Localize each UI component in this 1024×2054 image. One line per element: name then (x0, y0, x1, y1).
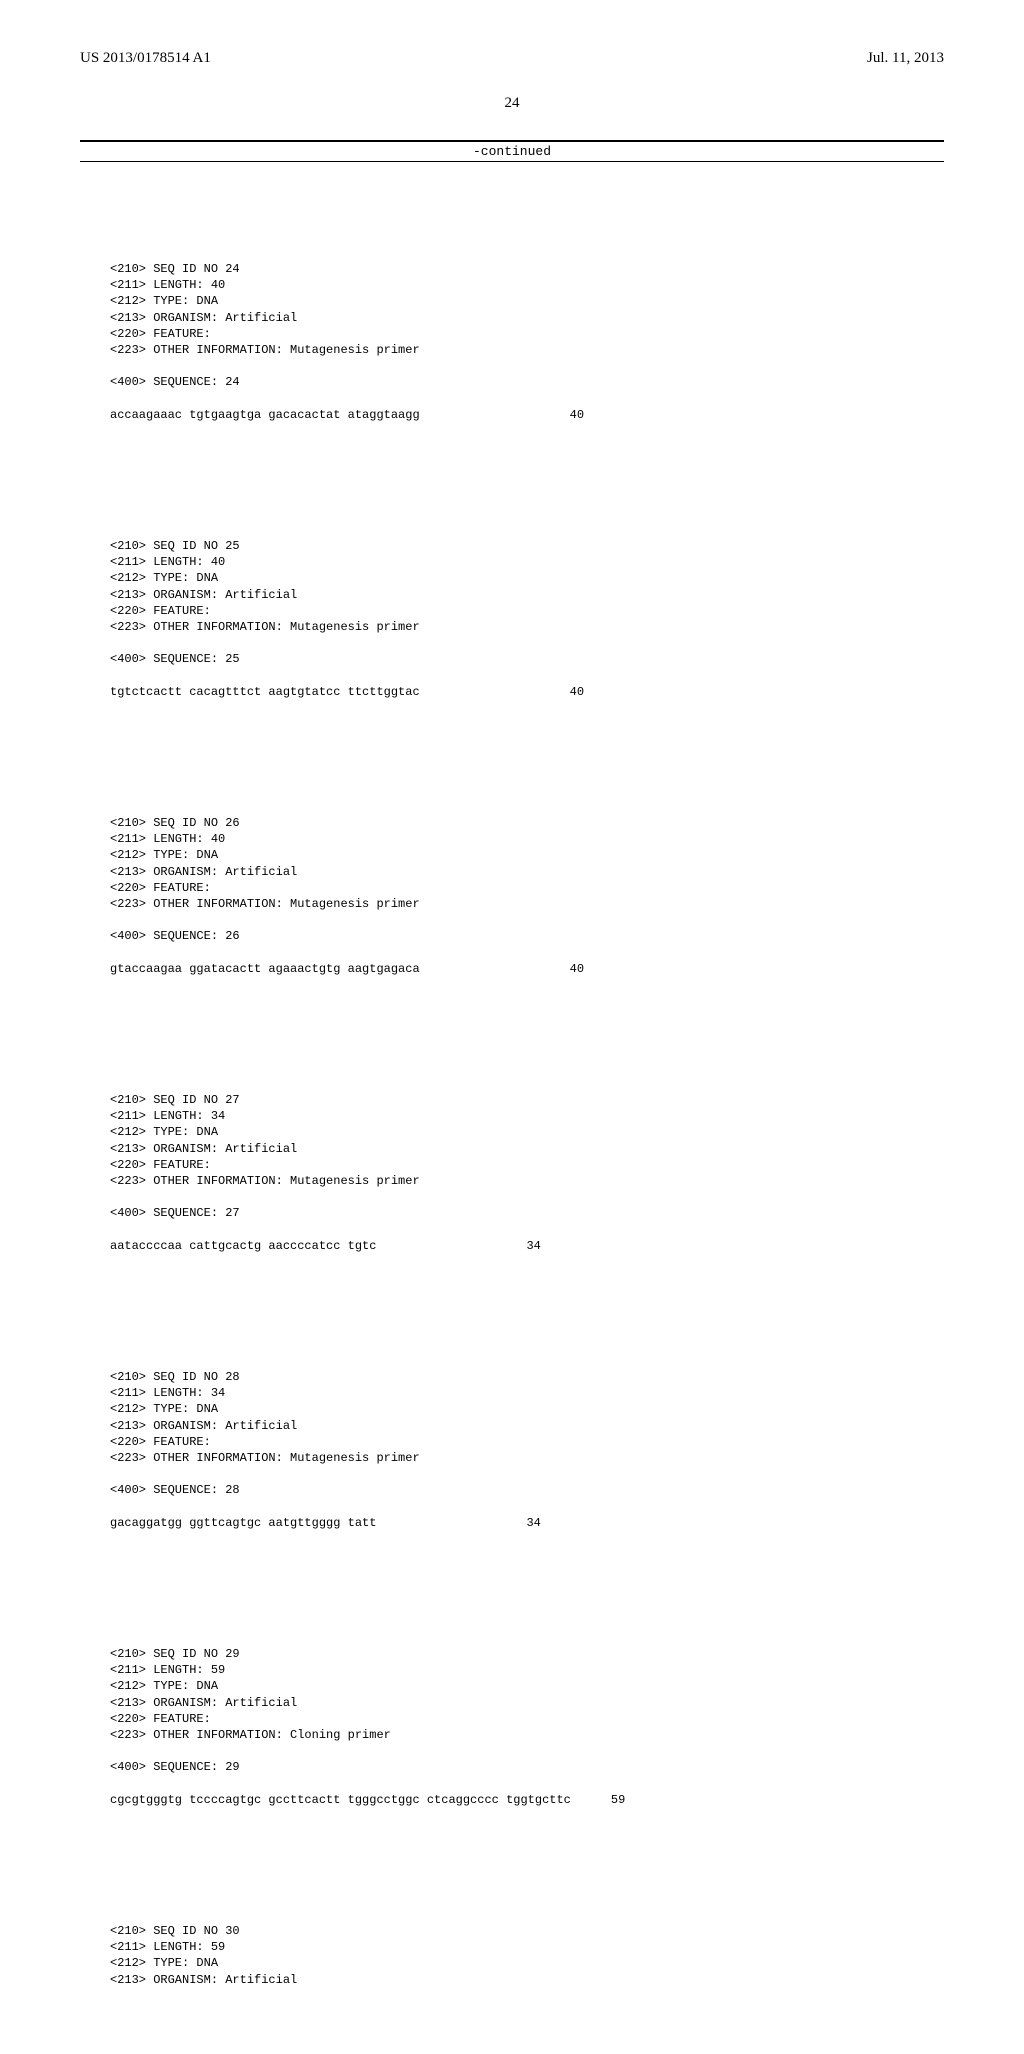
seq-meta-line: <220> FEATURE: (110, 604, 211, 618)
seq-meta-line: <223> OTHER INFORMATION: Mutagenesis pri… (110, 897, 420, 911)
seq-meta-line: <212> TYPE: DNA (110, 848, 218, 862)
sequence-length: 34 (376, 1238, 540, 1254)
sequence-length: 40 (420, 684, 584, 700)
sequence-text: aataccccaa cattgcactg aaccccatcc tgtc (110, 1238, 376, 1254)
sequence-length: 34 (376, 1515, 540, 1531)
seq-meta-line: <211> LENGTH: 40 (110, 278, 225, 292)
sequence-length: 40 (420, 961, 584, 977)
seq-meta-line: <213> ORGANISM: Artificial (110, 1142, 297, 1156)
seq-meta-line: <220> FEATURE: (110, 1435, 211, 1449)
seq-meta-line: <210> SEQ ID NO 30 (110, 1924, 240, 1938)
seq-meta-line: <220> FEATURE: (110, 327, 211, 341)
seq-meta-line: <213> ORGANISM: Artificial (110, 1696, 297, 1710)
seq-meta-line: <210> SEQ ID NO 26 (110, 816, 240, 830)
sequence-text: tgtctcactt cacagtttct aagtgtatcc ttcttgg… (110, 684, 420, 700)
seq-meta-line: <213> ORGANISM: Artificial (110, 1973, 297, 1987)
seq-meta-line: <212> TYPE: DNA (110, 1125, 218, 1139)
seq-meta-line: <220> FEATURE: (110, 881, 211, 895)
seq-meta-line: <211> LENGTH: 34 (110, 1386, 225, 1400)
seq-meta-line: <212> TYPE: DNA (110, 294, 218, 308)
sequence-length: 40 (420, 407, 584, 423)
seq-meta-line: <212> TYPE: DNA (110, 571, 218, 585)
seq-header-line: <400> SEQUENCE: 25 (110, 652, 240, 666)
seq-meta-line: <211> LENGTH: 59 (110, 1663, 225, 1677)
publication-date: Jul. 11, 2013 (867, 50, 944, 67)
seq-block: <210> SEQ ID NO 26 <211> LENGTH: 40 <212… (110, 799, 944, 993)
seq-header-line: <400> SEQUENCE: 27 (110, 1206, 240, 1220)
seq-block: <210> SEQ ID NO 29 <211> LENGTH: 59 <212… (110, 1630, 944, 1824)
publication-number: US 2013/0178514 A1 (80, 50, 211, 67)
seq-header-line: <400> SEQUENCE: 29 (110, 1760, 240, 1774)
seq-meta-line: <211> LENGTH: 59 (110, 1940, 225, 1954)
seq-meta-line: <212> TYPE: DNA (110, 1402, 218, 1416)
seq-meta-line: <223> OTHER INFORMATION: Mutagenesis pri… (110, 343, 420, 357)
seq-meta-line: <220> FEATURE: (110, 1712, 211, 1726)
seq-header-line: <400> SEQUENCE: 24 (110, 375, 240, 389)
seq-meta-line: <210> SEQ ID NO 28 (110, 1370, 240, 1384)
rule-thin (80, 161, 944, 162)
seq-block: <210> SEQ ID NO 30 <211> LENGTH: 59 <212… (110, 1907, 944, 1988)
page-header: US 2013/0178514 A1 Jul. 11, 2013 (80, 50, 944, 67)
seq-meta-line: <213> ORGANISM: Artificial (110, 311, 297, 325)
seq-meta-line: <223> OTHER INFORMATION: Mutagenesis pri… (110, 1174, 420, 1188)
seq-meta-line: <210> SEQ ID NO 24 (110, 262, 240, 276)
sequence-length: 59 (571, 1792, 625, 1808)
sequence-text: gacaggatgg ggttcagtgc aatgttgggg tatt (110, 1515, 376, 1531)
sequence-text: accaagaaac tgtgaagtga gacacactat ataggta… (110, 407, 420, 423)
seq-meta-line: <223> OTHER INFORMATION: Cloning primer (110, 1728, 391, 1742)
seq-meta-line: <210> SEQ ID NO 25 (110, 539, 240, 553)
sequence-text: cgcgtgggtg tccccagtgc gccttcactt tgggcct… (110, 1792, 571, 1808)
continued-label: -continued (80, 144, 944, 159)
seq-meta-line: <212> TYPE: DNA (110, 1956, 218, 1970)
seq-meta-line: <212> TYPE: DNA (110, 1679, 218, 1693)
seq-meta-line: <211> LENGTH: 40 (110, 555, 225, 569)
seq-meta-line: <213> ORGANISM: Artificial (110, 865, 297, 879)
sequence-text: gtaccaagaa ggatacactt agaaactgtg aagtgag… (110, 961, 420, 977)
seq-meta-line: <220> FEATURE: (110, 1158, 211, 1172)
seq-header-line: <400> SEQUENCE: 28 (110, 1483, 240, 1497)
seq-meta-line: <210> SEQ ID NO 29 (110, 1647, 240, 1661)
seq-block: <210> SEQ ID NO 25 <211> LENGTH: 40 <212… (110, 522, 944, 716)
seq-meta-line: <223> OTHER INFORMATION: Mutagenesis pri… (110, 620, 420, 634)
seq-meta-line: <210> SEQ ID NO 27 (110, 1093, 240, 1107)
seq-meta-line: <223> OTHER INFORMATION: Mutagenesis pri… (110, 1451, 420, 1465)
seq-meta-line: <213> ORGANISM: Artificial (110, 588, 297, 602)
seq-block: <210> SEQ ID NO 24 <211> LENGTH: 40 <212… (110, 245, 944, 439)
seq-meta-line: <213> ORGANISM: Artificial (110, 1419, 297, 1433)
seq-block: <210> SEQ ID NO 28 <211> LENGTH: 34 <212… (110, 1353, 944, 1547)
seq-block: <210> SEQ ID NO 27 <211> LENGTH: 34 <212… (110, 1076, 944, 1270)
page-number: 24 (80, 95, 944, 112)
page-container: US 2013/0178514 A1 Jul. 11, 2013 24 -con… (0, 0, 1024, 1320)
seq-header-line: <400> SEQUENCE: 26 (110, 929, 240, 943)
sequence-listing: <210> SEQ ID NO 24 <211> LENGTH: 40 <212… (80, 180, 944, 2054)
seq-meta-line: <211> LENGTH: 40 (110, 832, 225, 846)
rule-top (80, 140, 944, 142)
seq-meta-line: <211> LENGTH: 34 (110, 1109, 225, 1123)
